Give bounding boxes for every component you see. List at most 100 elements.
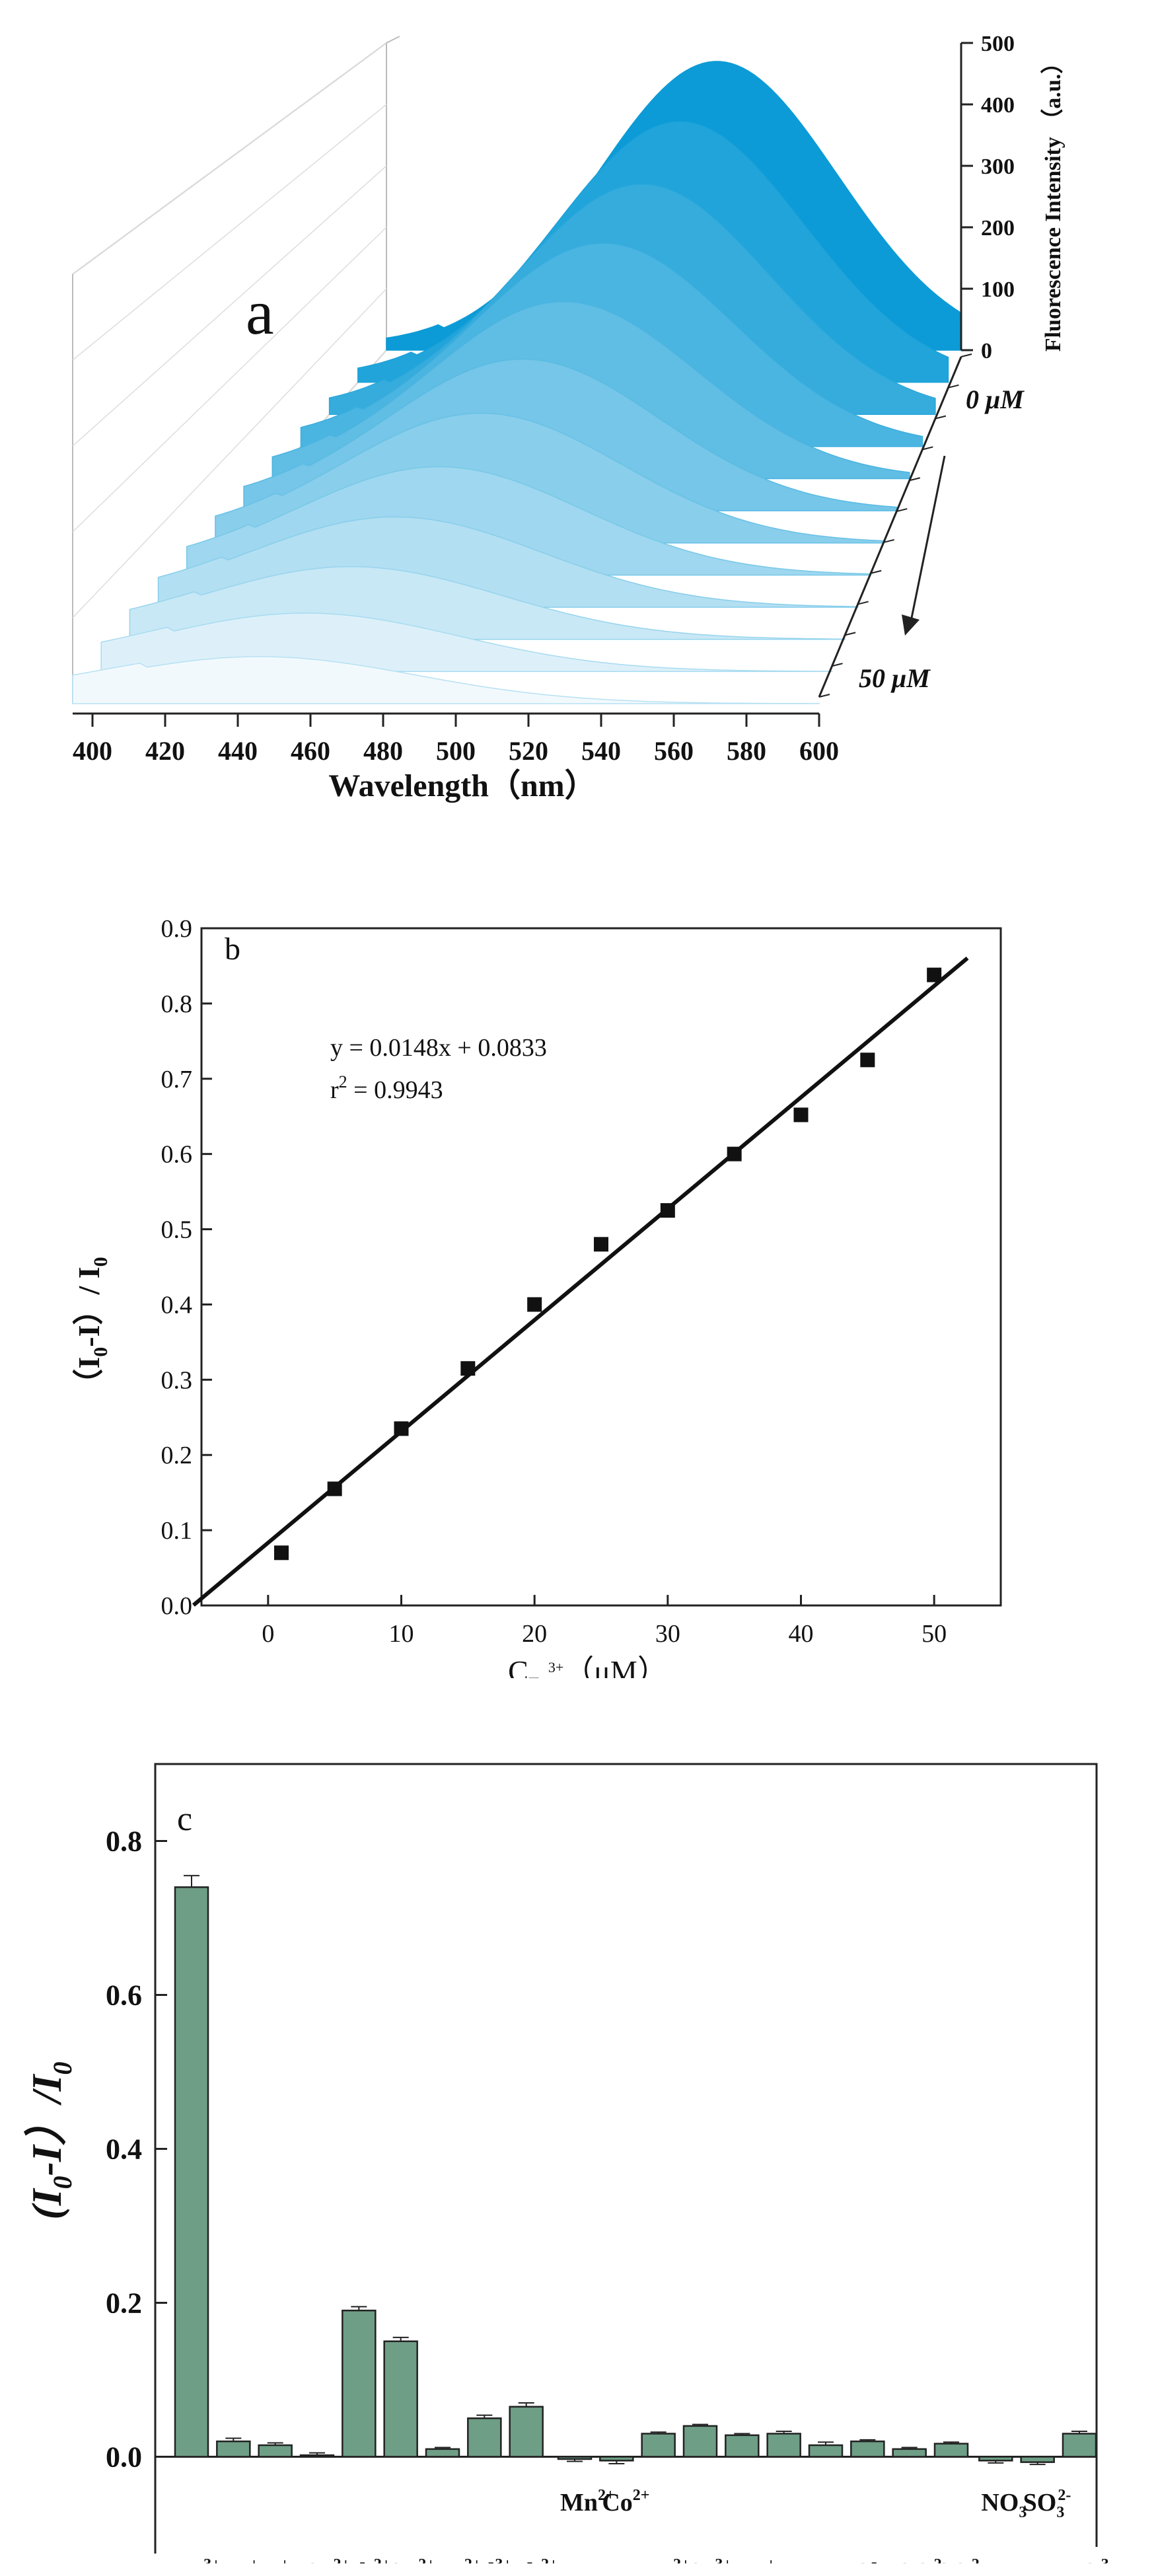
chart-b-point <box>927 967 942 982</box>
chart-b-y-tick-label: 0.3 <box>161 1366 193 1394</box>
chart-c-category-label: Br- <box>811 2556 844 2563</box>
chart-c-bar <box>557 2456 593 2460</box>
chart-c-category-label: Pb2+ <box>512 2556 558 2563</box>
chart-c-bar <box>509 2406 544 2458</box>
chart-c-y-tick-label: 0.4 <box>106 2133 142 2166</box>
chart-b-panel-label: b <box>225 932 240 967</box>
chart-b-x-axis-label: CFe3+（μM） <box>508 1654 668 1678</box>
chart-a-depth-end-label: 50 μM <box>859 663 931 693</box>
chart-c-category-label: NO3 <box>981 2489 1027 2521</box>
chart-a-3d-fluorescence: a 400 420 440 460 480 500 520 540 560 580 600 0 100 2… <box>72 32 1066 803</box>
chart-b-point <box>594 1237 608 1252</box>
chart-b-y-tick-label: 0.7 <box>161 1066 193 1093</box>
chart-c-y-tick-label: 0.8 <box>106 1825 142 1858</box>
chart-c-bar <box>467 2417 502 2458</box>
chart-c-category-label: Cr3+ <box>686 2556 732 2563</box>
chart-b-equation: y = 0.0148x + 0.0833 <box>330 1034 547 1062</box>
chart-b-point <box>860 1052 875 1068</box>
chart-c-bar <box>933 2443 969 2458</box>
chart-c-bar <box>174 1886 209 2458</box>
chart-c-category-label: Cu2+ <box>386 2556 435 2563</box>
chart-c-category-label: Mn2+ <box>560 2487 615 2517</box>
chart-b-point <box>527 1297 542 1312</box>
chart-b-point <box>460 1361 476 1376</box>
chart-a-x-tick-label: 400 <box>73 736 112 766</box>
chart-b-y-tick-label: 0.9 <box>161 915 193 943</box>
chart-c-bar <box>682 2425 718 2458</box>
chart-b-x-tick-label: 0 <box>262 1620 274 1648</box>
chart-a-x-axis-label: Wavelength（nm） <box>328 768 596 803</box>
chart-c-bar <box>258 2444 293 2458</box>
chart-c-category-label: CO32- <box>895 2556 947 2563</box>
chart-a-spectra <box>72 61 962 704</box>
chart-c-category-label: SO42- <box>937 2556 985 2563</box>
chart-c-bar <box>599 2456 634 2462</box>
chart-a-z-tick-label: 0 <box>981 339 992 363</box>
chart-c-category-label: Cl- <box>853 2556 883 2563</box>
chart-c-category-label: SO32- <box>1023 2487 1071 2521</box>
chart-c-bars <box>174 1874 1097 2466</box>
chart-c-category-label: Fe3+ <box>177 2556 221 2563</box>
chart-b-regression-line <box>192 956 969 1607</box>
chart-c-bar <box>850 2440 885 2458</box>
chart-a-x-tick-label: 540 <box>581 736 621 766</box>
chart-c-category-label: NH4+ <box>727 2556 776 2563</box>
chart-a-x-tick-label: 600 <box>799 736 839 766</box>
chart-c-selectivity: c 0.00.20.40.60.8 Fe3+Na+K+Ca2+Pb2+Cu2+M… <box>23 1763 1114 2563</box>
chart-c-bar <box>425 2448 460 2458</box>
chart-a-direction-arrow <box>909 455 946 625</box>
chart-a-z-tick-label: 100 <box>981 277 1015 302</box>
chart-a-spectrum-11 <box>72 656 820 704</box>
chart-c-y-tick-label: 0.6 <box>106 1979 142 2012</box>
chart-c-bar <box>383 2340 418 2458</box>
chart-b-x-tick-label: 20 <box>522 1620 547 1648</box>
chart-c-bar <box>978 2456 1013 2462</box>
chart-b-point <box>660 1203 675 1218</box>
chart-a-x-tick-label: 480 <box>363 736 403 766</box>
chart-c-category-label: Co2+ <box>602 2487 649 2517</box>
chart-a-x-tick-label: 460 <box>291 736 330 766</box>
chart-c-category-label: Al3+ <box>470 2556 512 2563</box>
chart-b-point <box>727 1146 742 1161</box>
chart-b-y-axis-label: （I0-I）/ I0 <box>72 1257 112 1399</box>
chart-b-plot-frame <box>200 927 1002 1607</box>
chart-c-bar <box>892 2448 927 2458</box>
chart-b-x-tick-label: 10 <box>389 1620 414 1648</box>
chart-a-x-tick-label: 500 <box>436 736 476 766</box>
chart-a-depth-start-label: 0 μM <box>966 385 1025 414</box>
chart-b-point <box>793 1107 809 1122</box>
chart-b-fit-line <box>192 956 969 1607</box>
chart-c-bar <box>299 2454 335 2458</box>
chart-b-point <box>394 1421 409 1436</box>
chart-a-depth-axis <box>818 356 962 698</box>
chart-c-category-label: F- <box>770 2556 790 2563</box>
chart-b-y-tick-label: 0.5 <box>161 1216 193 1244</box>
chart-c-bar <box>1020 2456 1055 2463</box>
chart-c-bar <box>808 2444 844 2458</box>
chart-c-category-label: K+ <box>261 2556 289 2563</box>
chart-b-y-tick-label: 0.6 <box>161 1141 193 1169</box>
chart-b-ticks: 0.0 0.1 0.2 0.3 0.4 0.5 0.6 0.7 0.8 0.9 0 10 20 30 40 5… <box>161 915 947 1648</box>
chart-c-bar <box>766 2433 801 2458</box>
chart-a-z-tick-label: 500 <box>981 32 1015 56</box>
chart-a-x-tick-label: 520 <box>509 736 548 766</box>
chart-c-bar <box>641 2433 676 2458</box>
chart-b-calibration: b 0.0 0.1 0.2 0.3 0.4 0.5 0.6 0.7 0.8 0.9 0 10 20 30 4… <box>72 915 1002 1678</box>
chart-c-category-label: Ca2+ <box>303 2556 350 2563</box>
chart-b-y-tick-label: 0.0 <box>161 1592 193 1620</box>
chart-a-z-tick-label: 200 <box>981 216 1015 240</box>
chart-b-y-tick-label: 0.8 <box>161 990 193 1018</box>
chart-c-y-tick-label: 0.0 <box>106 2441 142 2474</box>
chart-a-axes: 400 420 440 460 480 500 520 540 560 580 600 0 100 200… <box>73 32 1015 766</box>
chart-a-panel-label: a <box>246 277 274 348</box>
chart-c-bar <box>725 2434 760 2458</box>
chart-c-bar <box>342 2309 377 2458</box>
chart-c-bar <box>216 2440 251 2458</box>
chart-b-x-tick-label: 50 <box>921 1620 947 1648</box>
chart-b-x-tick-label: 30 <box>655 1620 680 1648</box>
chart-b-points <box>274 967 942 1561</box>
chart-c-category-label: Pb2+ <box>344 2556 390 2563</box>
chart-a-x-tick-label: 440 <box>218 736 258 766</box>
chart-c-panel-label: c <box>177 1800 192 1838</box>
chart-b-r2: r2 = 0.9943 <box>330 1072 443 1104</box>
